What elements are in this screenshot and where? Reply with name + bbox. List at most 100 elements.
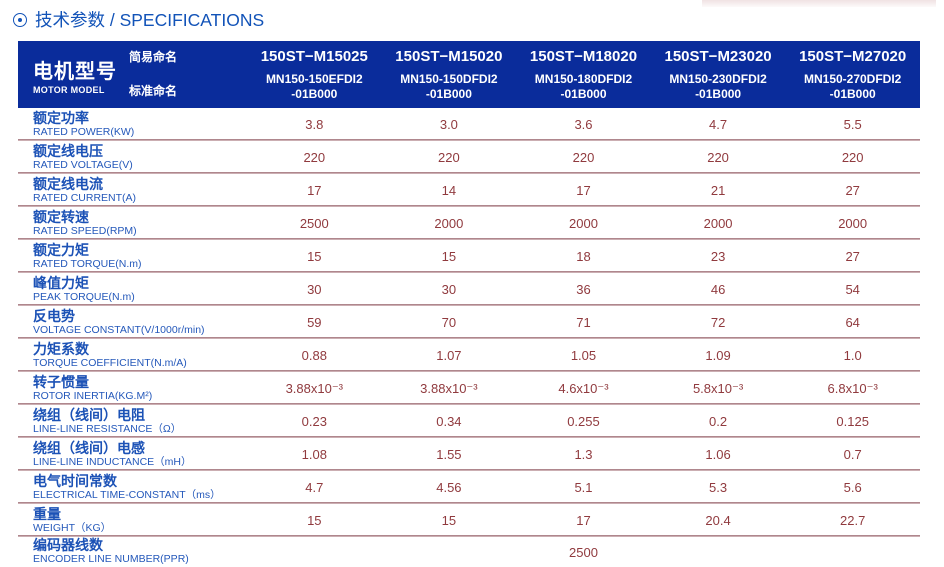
model-column-header: 150ST−M27020 MN150-270DFDI2 -01B000 — [785, 41, 920, 108]
model-simple-name: 150ST−M23020 — [664, 47, 772, 65]
spec-value: 3.88x10⁻³ — [285, 380, 344, 396]
row-label-cell: 绕组（线间）电阻 LINE-LINE RESISTANCE（Ω） — [18, 407, 247, 436]
row-label-en: LINE-LINE RESISTANCE（Ω） — [33, 422, 182, 435]
table-header: 电机型号 MOTOR MODEL 简易命名 标准命名 150ST−M15025 … — [18, 41, 920, 108]
motor-model-header-cell: 电机型号 MOTOR MODEL 简易命名 标准命名 — [18, 41, 247, 108]
spec-value: 17 — [576, 183, 591, 198]
row-label-cell: 额定线电压 RATED VOLTAGE(V) — [18, 143, 247, 172]
table-row: 力矩系数 TORQUE COEFFICIENT(N.m/A) 0.88 1.07 1… — [18, 339, 920, 372]
spec-value: 21 — [710, 183, 726, 198]
row-values: 0.88 1.07 1.05 1.09 1.0 — [247, 339, 920, 372]
model-simple-name: 150ST−M18020 — [529, 47, 638, 65]
model-columns: 150ST−M15025 MN150-150EFDI2 -01B000 150S… — [247, 41, 920, 108]
row-label-cn: 绕组（线间）电感 — [33, 439, 145, 456]
spec-value: 3.0 — [439, 117, 458, 132]
row-values: 3.8 3.0 3.6 4.7 5.5 — [247, 108, 920, 141]
table-row: 额定转速 RATED SPEED(RPM) 2500 2000 2000 2000 20… — [18, 207, 920, 240]
spec-value: 59 — [307, 315, 322, 330]
model-simple-name: 150ST−M15020 — [395, 47, 503, 65]
spec-value: 23 — [710, 249, 726, 264]
naming-label-simple: 简易命名 — [129, 50, 178, 64]
spec-value: 4.56 — [436, 480, 462, 495]
table-row: 额定线电流 RATED CURRENT(A) 17 14 17 21 27 — [18, 174, 920, 207]
spec-value: 0.34 — [436, 414, 462, 429]
row-label-cn: 转子惯量 — [33, 373, 89, 390]
row-label-en: RATED POWER(KW) — [33, 125, 135, 138]
spec-value: 64 — [845, 315, 860, 330]
row-label-cn: 额定转速 — [33, 208, 89, 225]
row-label-cell: 额定线电流 RATED CURRENT(A) — [18, 176, 247, 205]
row-label-cn: 重量 — [33, 505, 61, 522]
spec-value: 220 — [707, 150, 729, 165]
row-label-en: RATED CURRENT(A) — [33, 191, 137, 204]
spec-value: 15 — [307, 513, 322, 528]
spec-value-spanning: 2500 — [569, 544, 598, 560]
row-label-cell: 电气时间常数 ELECTRICAL TIME-CONSTANT（ms） — [18, 473, 247, 502]
spec-value: 1.05 — [570, 348, 597, 363]
spec-value: 0.88 — [301, 348, 327, 363]
spec-value: 5.3 — [709, 480, 728, 495]
spec-value: 70 — [441, 315, 457, 330]
spec-value: 15 — [441, 513, 457, 528]
spec-value: 2000 — [434, 216, 464, 231]
spec-value: 220 — [303, 150, 326, 165]
spec-value: 4.6x10⁻³ — [558, 380, 609, 396]
table-row: 编码器线数 ENCODER LINE NUMBER(PPR) 2500 — [18, 537, 920, 567]
row-label-cn: 峰值力矩 — [33, 274, 89, 291]
row-values: 15 15 17 20.4 22.7 — [247, 504, 920, 537]
row-label-cn: 反电势 — [33, 307, 75, 324]
row-label-en: RATED SPEED(RPM) — [33, 224, 137, 237]
section-title-text: 技术参数 / SPECIFICATIONS — [35, 10, 265, 30]
row-label-cn: 绕组（线间）电阻 — [33, 406, 145, 423]
spec-value: 20.4 — [705, 513, 731, 528]
spec-value: 3.6 — [574, 117, 593, 132]
model-standard-name: MN150-150DFDI2 -01B000 — [400, 71, 498, 101]
spec-value: 5.1 — [574, 480, 593, 495]
model-standard-name: MN150-150EFDI2 -01B000 — [265, 71, 363, 101]
model-column-header: 150ST−M23020 MN150-230DFDI2 -01B000 — [651, 41, 786, 108]
row-label-cell: 绕组（线间）电感 LINE-LINE INDUCTANCE（mH） — [18, 440, 247, 469]
spec-value: 0.2 — [709, 414, 728, 429]
spec-value: 30 — [441, 282, 457, 297]
row-label-en: WEIGHT（KG） — [33, 521, 112, 534]
row-values: 15 15 18 23 27 — [247, 240, 920, 273]
spec-value: 1.55 — [436, 447, 462, 462]
spec-value: 15 — [307, 249, 322, 264]
model-simple-name: 150ST−M15025 — [260, 47, 368, 65]
row-values: 17 14 17 21 27 — [247, 174, 920, 207]
spec-value: 54 — [845, 282, 860, 297]
spec-value: 0.23 — [301, 414, 327, 429]
row-label-cn: 编码器线数 — [33, 537, 103, 554]
row-values: 2500 2000 2000 2000 2000 — [247, 207, 920, 240]
row-values: 2500 — [247, 537, 920, 567]
spec-value: 3.88x10⁻³ — [420, 380, 478, 396]
spec-value: 1.0 — [843, 348, 862, 363]
spec-value: 5.8x10⁻³ — [692, 380, 744, 396]
model-simple-name: 150ST−M27020 — [799, 47, 907, 65]
row-label-cn: 力矩系数 — [33, 340, 89, 357]
motor-model-title: 电机型号 MOTOR MODEL — [18, 55, 117, 95]
row-label-cell: 峰值力矩 PEAK TORQUE(N.m) — [18, 275, 247, 304]
model-column-header: 150ST−M15025 MN150-150EFDI2 -01B000 — [247, 41, 382, 108]
spec-value: 2000 — [703, 216, 733, 231]
row-label-cn: 额定功率 — [33, 109, 89, 126]
row-values: 1.08 1.55 1.3 1.06 0.7 — [247, 438, 920, 471]
spec-value: 1.08 — [301, 447, 327, 462]
row-label-cell: 重量 WEIGHT（KG） — [18, 506, 247, 535]
table-row: 转子惯量 ROTOR INERTIA(KG.M²) 3.88x10⁻³ 3.88x… — [18, 372, 920, 405]
specifications-table: 电机型号 MOTOR MODEL 简易命名 标准命名 150ST−M15025 … — [18, 41, 920, 567]
table-row: 绕组（线间）电阻 LINE-LINE RESISTANCE（Ω） 0.23 0.3… — [18, 405, 920, 438]
row-values: 0.23 0.34 0.255 0.2 0.125 — [247, 405, 920, 438]
table-row: 绕组（线间）电感 LINE-LINE INDUCTANCE（mH） 1.08 1.… — [18, 438, 920, 471]
spec-value: 2000 — [838, 216, 868, 231]
row-label-en: ENCODER LINE NUMBER(PPR) — [33, 553, 189, 566]
spec-value: 27 — [845, 249, 860, 264]
row-label-en: ROTOR INERTIA(KG.M²) — [33, 389, 153, 402]
spec-value: 3.8 — [305, 117, 324, 132]
row-values: 30 30 36 46 54 — [247, 273, 920, 306]
spec-value: 22.7 — [840, 513, 866, 528]
model-standard-name: MN150-230DFDI2 -01B000 — [669, 71, 767, 101]
row-label-cn: 电气时间常数 — [33, 472, 117, 489]
row-label-cell: 额定转速 RATED SPEED(RPM) — [18, 209, 247, 238]
page-top-image-remnant — [702, 0, 936, 7]
